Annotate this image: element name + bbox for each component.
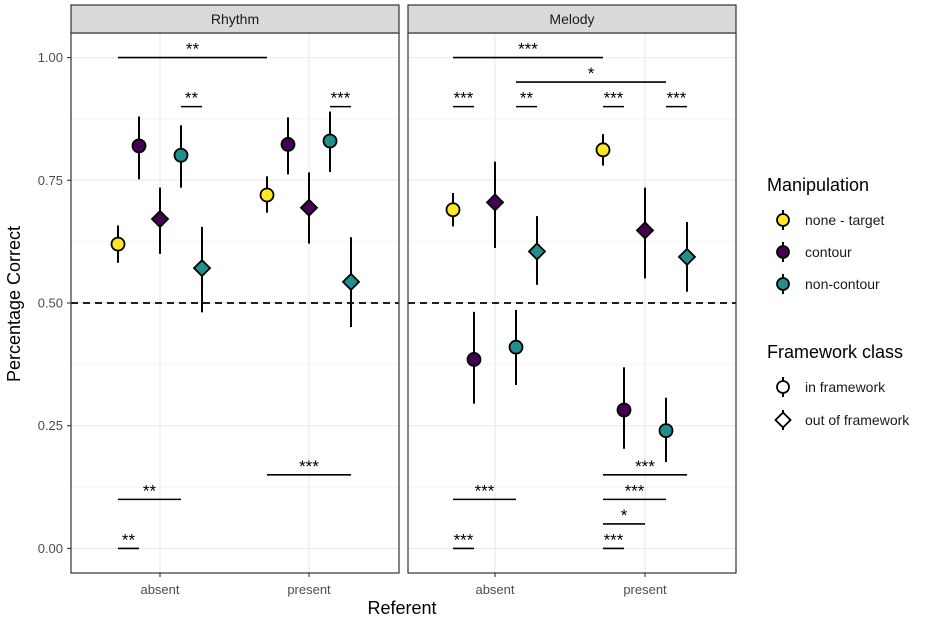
significance-label: * [621, 506, 628, 525]
y-tick-label: 1.00 [38, 50, 63, 65]
significance-label: *** [635, 457, 655, 476]
data-point-circle [616, 402, 632, 418]
legend-key-out-of-framework [774, 411, 792, 429]
legend-label: non-contour [805, 276, 880, 292]
significance-label: *** [454, 89, 474, 108]
y-axis-title: Percentage Correct [4, 226, 24, 382]
significance-label: ** [185, 89, 199, 108]
data-point-circle [445, 202, 461, 218]
x-tick-label: present [287, 582, 331, 597]
significance-label: * [588, 64, 595, 83]
significance-label: *** [604, 89, 624, 108]
data-point-circle [508, 339, 524, 355]
strip-background [407, 4, 737, 34]
panels-layer: **** **********Rhythm******* ** *** ********… [70, 4, 737, 574]
significance-label: *** [331, 89, 351, 108]
data-point-diamond [341, 272, 361, 292]
significance-label: *** [604, 530, 624, 549]
x-tick-label: absent [140, 582, 179, 597]
legend-label: contour [805, 244, 852, 260]
significance-label: *** [454, 530, 474, 549]
data-point-diamond [150, 209, 170, 229]
y-tick-label: 0.25 [38, 418, 63, 433]
legend-title-framework: Framework class [767, 342, 903, 362]
x-tick-label: present [623, 582, 667, 597]
legend-key-in-framework [776, 380, 790, 394]
y-tick-label: 0.00 [38, 541, 63, 556]
significance-label: ** [520, 89, 534, 108]
data-point-diamond [299, 198, 319, 218]
data-point-diamond [485, 193, 505, 212]
legend-label: out of framework [805, 412, 910, 428]
x-axis-title: Referent [367, 598, 436, 618]
data-point-circle [466, 352, 482, 367]
data-point-circle [131, 138, 147, 154]
y-tick-label: 0.75 [38, 173, 63, 188]
significance-label: *** [518, 40, 538, 59]
legend-label: none - target [805, 212, 884, 228]
significance-label: *** [299, 457, 319, 476]
data-point-diamond [192, 258, 212, 278]
data-point-circle [658, 423, 674, 439]
significance-label: ** [122, 530, 136, 549]
data-point-circle [280, 137, 296, 152]
data-point-diamond [635, 221, 655, 240]
data-point-circle [110, 236, 126, 252]
legend-key-non-contour [776, 277, 790, 291]
panel-rhythm: **** **********Rhythm [70, 4, 400, 574]
significance-label: *** [625, 481, 645, 500]
strip-label-rhythm: Rhythm [211, 11, 259, 27]
axes-layer: absent present absent present 0.00 0.25 0.50 0.… [38, 50, 667, 597]
significance-label: *** [475, 481, 495, 500]
data-point-diamond [527, 242, 547, 261]
data-point-circle [595, 142, 611, 158]
y-tick-label: 0.50 [38, 296, 63, 311]
data-point-circle [173, 147, 189, 163]
panel-melody: ******* ** *** ********* ******* ***Melody [407, 4, 737, 574]
x-tick-label: absent [475, 582, 514, 597]
legend-key-contour [776, 245, 790, 259]
legend-title-manipulation: Manipulation [767, 175, 869, 195]
legend-label: in framework [805, 379, 886, 395]
significance-label: ** [186, 40, 200, 59]
legend-key-none-target [776, 213, 790, 227]
data-point-circle [322, 133, 338, 149]
legend: Manipulation Framework class none - targ… [767, 175, 910, 430]
data-point-circle [259, 187, 275, 203]
significance-label: ** [143, 481, 157, 500]
data-point-diamond [677, 247, 697, 267]
significance-label: *** [667, 89, 687, 108]
strip-background [70, 4, 400, 34]
strip-label-melody: Melody [549, 11, 594, 27]
